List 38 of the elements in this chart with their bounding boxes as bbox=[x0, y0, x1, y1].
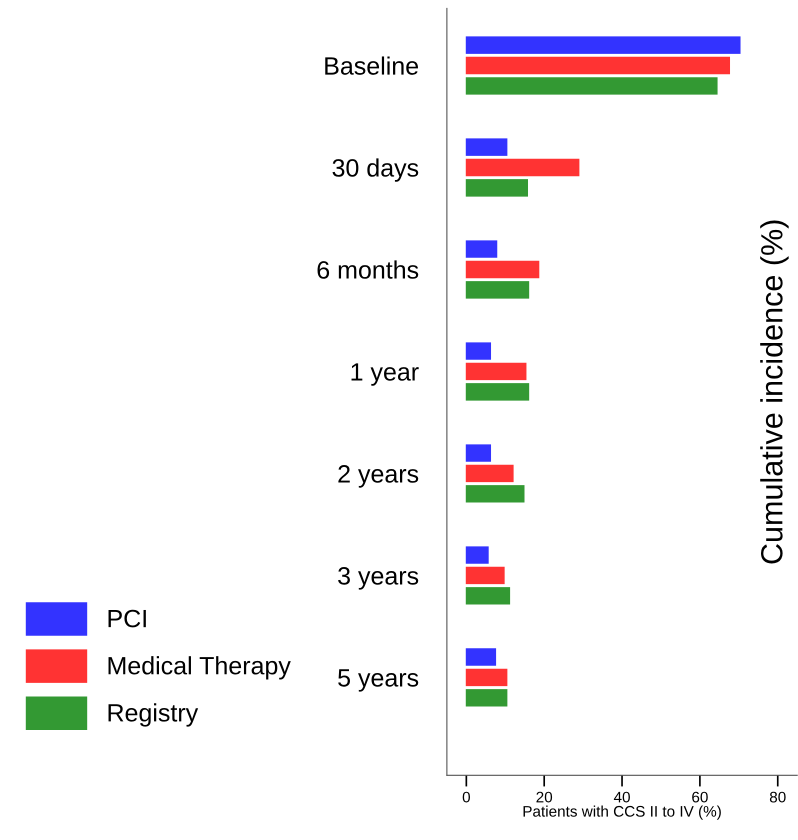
bar bbox=[466, 362, 526, 380]
x-axis-title: Patients with CCS II to IV (%) bbox=[524, 806, 721, 820]
y-tick-label: 3 years bbox=[338, 567, 418, 590]
bar bbox=[466, 566, 505, 584]
bar bbox=[466, 383, 530, 401]
y-tick-label: 30 days bbox=[332, 158, 418, 182]
bar bbox=[466, 281, 530, 299]
bar bbox=[466, 587, 510, 605]
bar bbox=[466, 240, 498, 258]
bar bbox=[466, 56, 730, 74]
y-tick-label: 1 year bbox=[352, 363, 419, 386]
y-tick-label: 6 months bbox=[318, 260, 418, 279]
y-tick-label: Baseline bbox=[325, 56, 418, 75]
bar bbox=[466, 485, 525, 503]
bar bbox=[466, 158, 580, 176]
bar bbox=[466, 77, 718, 95]
bar bbox=[466, 668, 508, 686]
legend-label: Registry bbox=[108, 703, 198, 727]
x-tick-label: 40 bbox=[614, 792, 630, 803]
bar bbox=[466, 179, 528, 197]
legend-label: PCI bbox=[108, 610, 146, 628]
y-tick-label: 5 years bbox=[338, 669, 418, 692]
x-tick-label: 20 bbox=[536, 792, 552, 803]
legend-label: Medical Therapy bbox=[108, 656, 291, 680]
bar bbox=[466, 260, 540, 278]
bar bbox=[466, 342, 492, 360]
x-tick-label: 80 bbox=[770, 792, 786, 803]
x-tick-label: 0 bbox=[462, 792, 470, 803]
bar bbox=[466, 648, 496, 666]
bar bbox=[466, 464, 514, 482]
y-tick-label: 2 years bbox=[338, 465, 418, 488]
bar bbox=[466, 444, 492, 462]
y-axis-title: Cumulative incidence (%) bbox=[760, 220, 789, 564]
bar bbox=[466, 546, 489, 564]
bar bbox=[466, 36, 741, 54]
bar bbox=[466, 138, 508, 156]
x-tick-label: 60 bbox=[692, 792, 708, 803]
bar bbox=[466, 689, 508, 707]
